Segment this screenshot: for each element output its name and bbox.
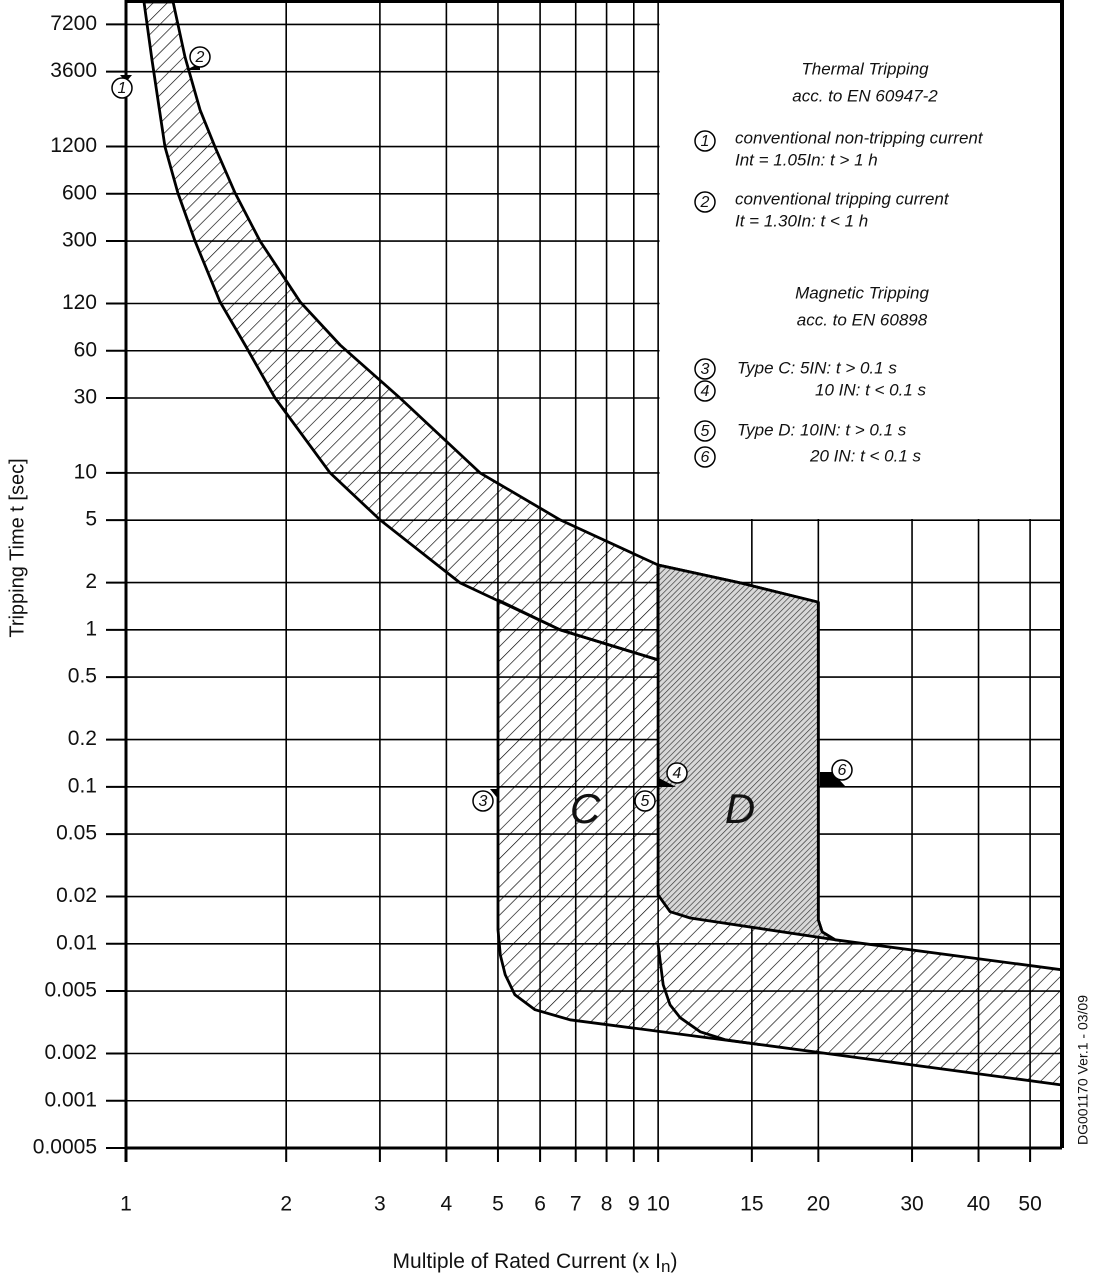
- annotation-number: 6: [838, 762, 847, 779]
- annotation-circle: [472, 790, 494, 812]
- annotation-number: 1: [701, 133, 710, 150]
- y-tick-label: 0.001: [44, 1088, 97, 1111]
- x-tick-label: 1: [120, 1193, 132, 1216]
- legend-subtitle: acc. to EN 60898: [797, 310, 928, 329]
- x-tick-label: 50: [1018, 1193, 1041, 1216]
- legend-title: Thermal Tripping: [801, 59, 929, 78]
- band-area: [656, 563, 837, 942]
- annotation-circle: [694, 358, 716, 380]
- x-tick-label: 15: [740, 1193, 763, 1216]
- legend-text: 10 IN: t < 0.1 s: [815, 380, 927, 399]
- x-axis-title-text: Multiple of Rated Current (x I: [393, 1250, 661, 1273]
- legend-subtitle: acc. to EN 60947-2: [792, 86, 938, 105]
- y-tick-label: 60: [74, 338, 97, 361]
- y-tick-label: 0.002: [44, 1041, 97, 1064]
- annotation-number: 3: [701, 361, 710, 378]
- y-tick-label: 7200: [50, 12, 97, 35]
- y-tick-label: 600: [62, 181, 97, 204]
- x-axis-title-subscript: n: [661, 1257, 670, 1276]
- x-tick-label: 20: [807, 1193, 830, 1216]
- x-tick-label: 7: [570, 1193, 582, 1216]
- annotation-number: 6: [701, 449, 710, 466]
- x-tick-label: 5: [492, 1193, 504, 1216]
- legend-text: conventional tripping current: [735, 189, 950, 208]
- annotation-circle: [666, 762, 688, 784]
- y-axis-title: Tripping Time t [sec]: [6, 458, 28, 637]
- x-tick-label: 40: [967, 1193, 990, 1216]
- legend-text: conventional non-tripping current: [735, 128, 984, 147]
- y-tick-label: 30: [74, 386, 97, 409]
- y-tick-label: 0.0005: [33, 1136, 97, 1159]
- y-tick-label: 0.5: [68, 665, 97, 688]
- y-tick-label: 0.1: [68, 774, 97, 797]
- marker-flag: [659, 778, 676, 787]
- legend-text: Type D: 10IN: t > 0.1 s: [737, 420, 907, 439]
- annotation-number: 3: [479, 793, 488, 810]
- areas: [142, 2, 1062, 1087]
- annotation-number: 1: [118, 80, 127, 97]
- y-tick-label: 120: [62, 291, 97, 314]
- annotation-number: 2: [700, 194, 710, 211]
- x-tick-label: 8: [601, 1193, 613, 1216]
- frame: [120, 0, 1064, 1162]
- y-tick-label: 0.005: [44, 979, 97, 1002]
- marker-flag: [490, 789, 499, 800]
- legend-title: Magnetic Tripping: [795, 283, 929, 302]
- y-tick-label: 2: [85, 570, 97, 593]
- marker-flag: [820, 772, 846, 787]
- annotation-circle: [694, 130, 716, 152]
- y-tick-label: 0.05: [56, 822, 97, 845]
- annotation-circle: [694, 420, 716, 442]
- y-tick-label: 3600: [50, 59, 97, 82]
- y-tick-label: 10: [74, 460, 97, 483]
- side-note: DG001170 Ver.1 - 03/09: [1075, 995, 1091, 1145]
- annotation-circle: [694, 380, 716, 402]
- x-tick-label: 6: [534, 1193, 546, 1216]
- legend-text: Type C: 5IN: t > 0.1 s: [737, 358, 897, 377]
- annotation-number: 5: [701, 423, 710, 440]
- legend-text: 20 IN: t < 0.1 s: [809, 446, 922, 465]
- legend-text: It = 1.30In: t < 1 h: [735, 211, 868, 230]
- y-tick-label: 300: [62, 229, 97, 252]
- annotation-circle: [694, 191, 716, 213]
- x-axis-title-suffix: ): [670, 1250, 677, 1273]
- labels: Tripping Time t [sec] Multiple of Rated …: [6, 12, 1090, 1277]
- region-label: D: [725, 785, 755, 832]
- y-tick-label: 5: [85, 508, 97, 531]
- y-tick-label: 1200: [50, 134, 97, 157]
- legend-box: [659, 0, 1062, 519]
- x-tick-label: 30: [900, 1193, 923, 1216]
- y-tick-label: 0.01: [56, 931, 97, 954]
- annotation-number: 4: [701, 383, 710, 400]
- legend-text: Int = 1.05In: t > 1 h: [735, 150, 878, 169]
- annotation-circle: [111, 77, 133, 99]
- band-line: [656, 944, 761, 1046]
- region-label: C: [570, 785, 601, 832]
- y-tick-label: 0.02: [56, 884, 97, 907]
- x-tick-label: 3: [374, 1193, 386, 1216]
- annotation-circle: [831, 759, 853, 781]
- x-tick-label: 9: [628, 1193, 640, 1216]
- x-tick-label: 4: [441, 1193, 453, 1216]
- annotation-number: 5: [641, 793, 650, 810]
- y-tick-label: 0.2: [68, 727, 97, 750]
- x-tick-label: 10: [646, 1193, 669, 1216]
- annotation-circle: [634, 790, 656, 812]
- annotation-circle: [694, 446, 716, 468]
- annotation-circle: [189, 46, 211, 68]
- x-tick-label: 2: [280, 1193, 292, 1216]
- y-tick-label: 1: [85, 617, 97, 640]
- band-area: [142, 2, 660, 662]
- annotation-number: 2: [195, 49, 205, 66]
- x-axis-title: Multiple of Rated Current (x In): [393, 1250, 678, 1277]
- annotation-number: 4: [673, 765, 682, 782]
